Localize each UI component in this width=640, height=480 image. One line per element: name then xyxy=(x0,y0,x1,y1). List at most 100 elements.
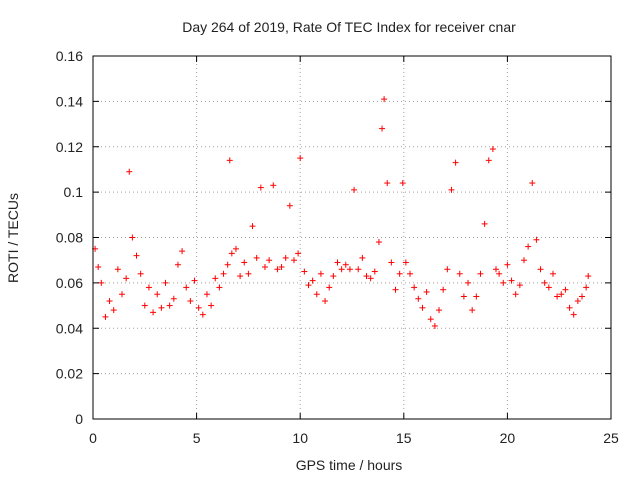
data-point xyxy=(423,288,430,295)
data-point xyxy=(411,284,418,291)
data-point xyxy=(253,254,260,261)
data-point xyxy=(512,291,519,298)
data-point xyxy=(379,125,386,132)
data-point xyxy=(508,277,515,284)
data-point xyxy=(141,302,148,309)
data-point xyxy=(537,266,544,273)
data-point xyxy=(529,180,536,187)
data-point xyxy=(249,223,256,230)
data-point xyxy=(226,157,233,164)
data-point xyxy=(355,266,362,273)
data-point xyxy=(452,159,459,166)
data-point xyxy=(375,239,382,246)
data-point xyxy=(549,270,556,277)
data-point xyxy=(98,279,105,286)
data-point xyxy=(106,298,113,305)
data-point xyxy=(516,282,523,289)
data-point xyxy=(477,270,484,277)
data-point xyxy=(402,259,409,266)
data-point xyxy=(367,275,374,282)
data-point xyxy=(232,245,239,252)
data-point xyxy=(220,270,227,277)
y-tick-label: 0.06 xyxy=(56,275,83,291)
data-point xyxy=(278,263,285,270)
x-axis-label: GPS time / hours xyxy=(296,457,403,473)
data-point xyxy=(583,284,590,291)
x-tick-label: 25 xyxy=(603,430,619,446)
data-point xyxy=(493,266,500,273)
data-point xyxy=(187,298,194,305)
data-point xyxy=(119,291,126,298)
data-point xyxy=(301,268,308,275)
data-point xyxy=(489,146,496,153)
data-point xyxy=(224,261,231,268)
data-point xyxy=(123,275,130,282)
data-point xyxy=(351,186,358,193)
data-point xyxy=(392,286,399,293)
data-point xyxy=(436,307,443,314)
data-point xyxy=(203,291,210,298)
y-axis-label: ROTI / TECUs xyxy=(5,193,21,283)
grid-layer xyxy=(93,56,611,419)
data-point xyxy=(570,311,577,318)
data-point xyxy=(286,202,293,209)
data-point xyxy=(533,236,540,243)
data-point xyxy=(228,250,235,257)
data-layer xyxy=(92,96,592,329)
data-point xyxy=(500,279,507,286)
data-point xyxy=(363,273,370,280)
data-point xyxy=(473,293,480,300)
data-point xyxy=(266,257,273,264)
data-point xyxy=(195,304,202,311)
data-point xyxy=(133,252,140,259)
data-point xyxy=(199,311,206,318)
data-point xyxy=(407,270,414,277)
data-point xyxy=(261,263,268,270)
data-point xyxy=(274,266,281,273)
data-point xyxy=(419,304,426,311)
data-point xyxy=(396,270,403,277)
x-tick-label: 10 xyxy=(292,430,308,446)
data-point xyxy=(469,307,476,314)
data-point xyxy=(520,257,527,264)
data-point xyxy=(150,309,157,316)
x-tick-label: 0 xyxy=(89,430,97,446)
data-point xyxy=(326,284,333,291)
data-point xyxy=(338,266,345,273)
data-point xyxy=(541,279,548,286)
data-point xyxy=(465,279,472,286)
data-point xyxy=(496,270,503,277)
data-point xyxy=(322,298,329,305)
data-point xyxy=(102,313,109,320)
data-point xyxy=(566,304,573,311)
data-point xyxy=(431,322,438,329)
data-point xyxy=(290,257,297,264)
y-tick-label: 0.02 xyxy=(56,366,83,382)
data-point xyxy=(282,254,289,261)
data-point xyxy=(585,273,592,280)
data-point xyxy=(504,261,511,268)
data-point xyxy=(126,168,133,175)
y-tick-label: 0.12 xyxy=(56,139,83,155)
x-tick-label: 20 xyxy=(500,430,516,446)
data-point xyxy=(174,261,181,268)
ticks-layer: 0 0.02 0.04 0.06 0.08 0.1 0.12 0.14 0.16 0 5 10 15 20… xyxy=(56,48,619,446)
data-point xyxy=(485,157,492,164)
data-point xyxy=(110,307,117,314)
data-point xyxy=(183,284,190,291)
data-point xyxy=(145,284,152,291)
data-point xyxy=(448,186,455,193)
data-point xyxy=(427,316,434,323)
data-point xyxy=(158,304,165,311)
data-point xyxy=(342,261,349,268)
data-point xyxy=(545,284,552,291)
plot-frame xyxy=(92,55,612,420)
data-point xyxy=(162,279,169,286)
x-tick-label: 5 xyxy=(193,430,201,446)
data-point xyxy=(456,270,463,277)
data-point xyxy=(562,286,569,293)
data-point xyxy=(170,295,177,302)
data-point xyxy=(388,259,395,266)
y-tick-label: 0 xyxy=(75,411,83,427)
